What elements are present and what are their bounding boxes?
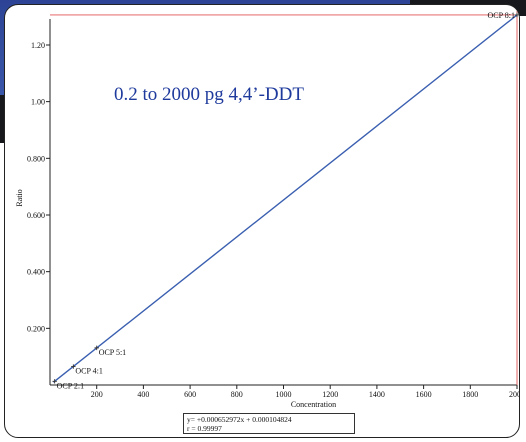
data-point-label: OCP 5:1: [99, 348, 127, 357]
data-point-label: OCP 2:1: [57, 381, 85, 390]
x-tick-label: 400: [137, 390, 149, 399]
data-point: [514, 12, 519, 18]
y-tick-label: 0.600: [27, 211, 45, 220]
regression-equation-box: y= +0.000652972x + 0.000104824 r = 0.999…: [183, 413, 355, 434]
calibration-chart: 0.200 0.400 0.600 0.800 1.00 1.20 200 400 600 800…: [15, 11, 520, 409]
x-tick-label: 1800: [462, 390, 478, 399]
x-axis-title: Concentration: [291, 400, 336, 409]
x-tick-label: 600: [184, 390, 196, 399]
x-tick-label: 2000: [509, 390, 520, 399]
y-tick-label: 0.800: [27, 154, 45, 163]
chart-card: 0.200 0.400 0.600 0.800 1.00 1.20 200 400 600 800…: [4, 4, 520, 438]
y-tick-label: 0.200: [27, 324, 45, 333]
data-point-label: OCP 8:1: [488, 11, 516, 20]
data-point: [71, 364, 76, 369]
y-axis-title: Ratio: [15, 189, 24, 206]
x-tick-label: 800: [231, 390, 243, 399]
data-point: [94, 345, 99, 351]
x-tick-label: 1200: [322, 390, 338, 399]
x-tick-label: 1000: [276, 390, 292, 399]
correlation-coefficient: r = 0.99997: [187, 424, 222, 433]
y-tick-label: 1.20: [31, 41, 45, 50]
data-point: [52, 379, 57, 384]
data-point-label: OCP 4:1: [75, 367, 103, 376]
y-tick-label: 0.400: [27, 268, 45, 277]
x-tick-label: 1400: [369, 390, 385, 399]
chart-subtitle: 0.2 to 2000 pg 4,4’-DDT: [114, 84, 304, 105]
x-tick-label: 200: [91, 390, 103, 399]
y-tick-label: 1.00: [31, 98, 45, 107]
regression-equation: y= +0.000652972x + 0.000104824: [187, 415, 292, 424]
regression-line: [53, 14, 518, 383]
x-tick-label: 1600: [416, 390, 432, 399]
